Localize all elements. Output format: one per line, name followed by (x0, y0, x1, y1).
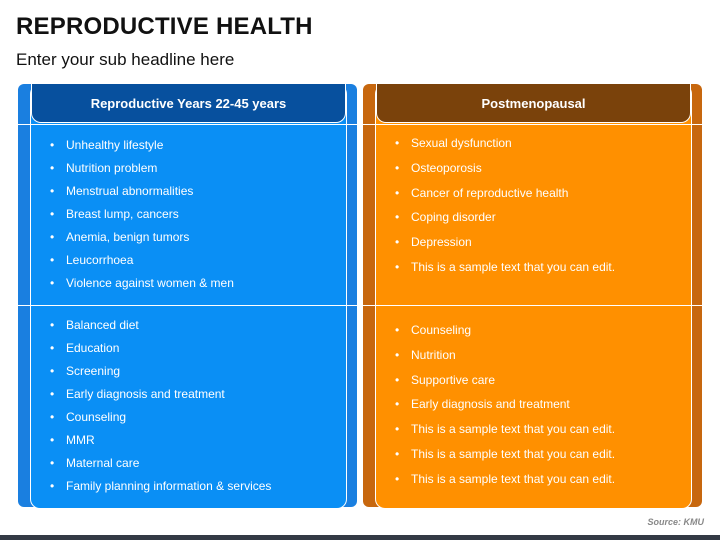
list-item: Menstrual abnormalities (50, 184, 234, 207)
list-item: This is a sample text that you can edit. (395, 422, 615, 447)
list-item: Counseling (50, 410, 271, 433)
list-item: Violence against women & men (50, 276, 234, 299)
list-item: Early diagnosis and treatment (50, 387, 271, 410)
list-item: Breast lump, cancers (50, 207, 234, 230)
list-item: This is a sample text that you can edit. (395, 472, 615, 497)
row-divider-top (18, 124, 720, 125)
list-item: Nutrition (395, 348, 615, 373)
list-item: Maternal care (50, 456, 271, 479)
list-item: Depression (395, 235, 615, 260)
reproductive-care-list: Balanced diet Education Screening Early … (50, 318, 271, 502)
list-item: Leucorrhoea (50, 253, 234, 276)
list-item: Counseling (395, 323, 615, 348)
list-item: Unhealthy lifestyle (50, 138, 234, 161)
page-subtitle: Enter your sub headline here (16, 50, 235, 69)
list-item: Balanced diet (50, 318, 271, 341)
list-item: Coping disorder (395, 210, 615, 235)
list-item: Screening (50, 364, 271, 387)
source-note: Source: KMU (647, 517, 704, 527)
postmenopausal-care-list: Counseling Nutrition Supportive care Ear… (395, 323, 615, 497)
list-item: MMR (50, 433, 271, 456)
list-item: Supportive care (395, 373, 615, 398)
list-item: Osteoporosis (395, 161, 615, 186)
list-item: Cancer of reproductive health (395, 186, 615, 211)
row-divider-middle (18, 305, 720, 306)
column-header-reproductive-years: Reproductive Years 22-45 years (31, 84, 346, 123)
list-item: Early diagnosis and treatment (395, 397, 615, 422)
list-item: Family planning information & services (50, 479, 271, 502)
list-item: Anemia, benign tumors (50, 230, 234, 253)
column-header-postmenopausal: Postmenopausal (376, 84, 691, 123)
page-title: REPRODUCTIVE HEALTH (16, 13, 313, 40)
list-item: Sexual dysfunction (395, 136, 615, 161)
list-item: Education (50, 341, 271, 364)
reproductive-problems-list: Unhealthy lifestyle Nutrition problem Me… (50, 138, 234, 299)
footer-bar (0, 535, 720, 540)
list-item: Nutrition problem (50, 161, 234, 184)
list-item: This is a sample text that you can edit. (395, 260, 615, 285)
list-item: This is a sample text that you can edit. (395, 447, 615, 472)
postmenopausal-problems-list: Sexual dysfunction Osteoporosis Cancer o… (395, 136, 615, 285)
